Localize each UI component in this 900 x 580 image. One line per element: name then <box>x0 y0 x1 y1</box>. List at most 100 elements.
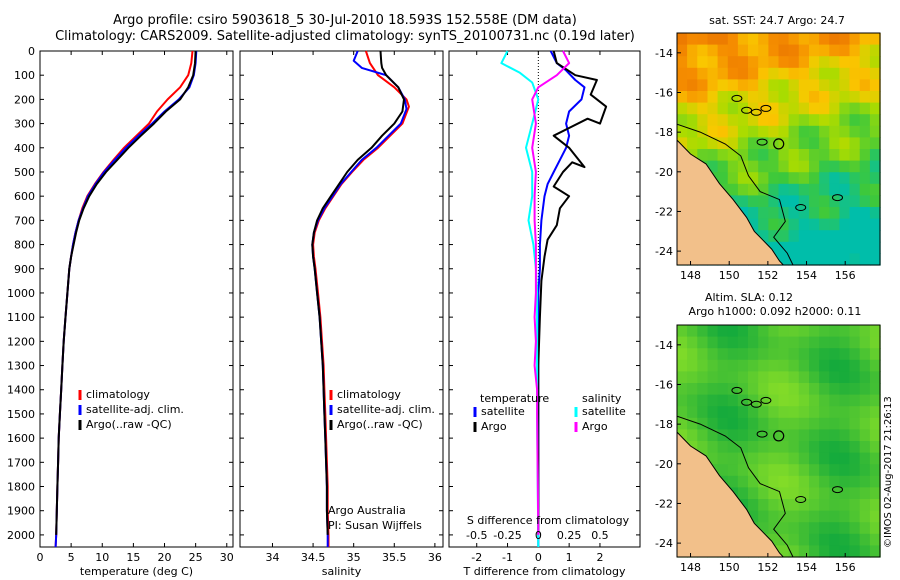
map-sla-cell <box>819 348 830 361</box>
map-sst-cell <box>859 67 871 80</box>
map-sst-cell <box>849 137 861 150</box>
map-sla-cell <box>788 406 800 419</box>
map-sst-cell <box>697 79 709 92</box>
map-sst-cell <box>758 160 769 173</box>
map-sst-cell <box>788 91 800 104</box>
map-sst-cell <box>727 125 739 138</box>
map-sst-cell <box>798 33 810 46</box>
map-sla-cell <box>758 417 769 430</box>
map-sla-cell <box>859 325 871 338</box>
map-sst-cell <box>768 114 780 127</box>
map-sla-cell <box>809 499 820 512</box>
map-sla-cell <box>717 325 729 338</box>
map-sla-cell <box>788 359 800 372</box>
map-sst-cell <box>697 33 709 46</box>
map-sla-cell <box>768 406 780 419</box>
map-sla-cell <box>798 487 810 500</box>
map-sst-cell <box>788 241 800 254</box>
map-sst-cell <box>707 79 719 92</box>
map-sst-cell <box>859 102 871 115</box>
map-sla-cell <box>788 394 800 407</box>
map-sla-cell <box>768 325 780 338</box>
map-sla-cell <box>809 417 820 430</box>
map-sst-ytick-label: -24 <box>655 245 673 258</box>
map-sst-cell <box>829 67 841 80</box>
difference-series-t-argo <box>537 50 608 535</box>
map-sla-cell <box>748 359 759 372</box>
map-sst-cell <box>839 91 851 104</box>
map-sla-reef-outline <box>750 400 762 408</box>
map-sla-cell <box>758 522 769 535</box>
map-sst-cell <box>737 195 749 208</box>
map-sla-cell <box>809 325 820 338</box>
difference-xtick-label: 0 <box>535 551 542 564</box>
map-sst-cell <box>869 207 881 220</box>
map-sst-cell <box>778 67 790 80</box>
map-sst-reef-outline <box>795 204 807 211</box>
map-sla-cell <box>778 417 790 430</box>
map-sla-cell <box>697 371 709 384</box>
map-sst-cell <box>869 160 881 173</box>
diff-s-tick-label: -0.5 <box>466 529 487 542</box>
map-sla-reef-outline <box>741 398 753 406</box>
map-sla-cell <box>819 475 830 488</box>
map-sst-cell <box>788 207 800 220</box>
map-sla-cell <box>707 383 719 396</box>
map-sla-cell <box>758 394 769 407</box>
map-sst-cell <box>819 230 830 243</box>
map-sst-cell <box>849 125 861 138</box>
map-sla-cell <box>758 383 769 396</box>
map-sla-cell <box>727 441 739 454</box>
map-sst-cell <box>778 207 790 220</box>
map-sla-xtick-label: 154 <box>796 561 817 574</box>
map-sst-cell <box>737 125 749 138</box>
map-sla-cell <box>758 441 769 454</box>
map-sla-cell <box>819 441 830 454</box>
map-sla-cell <box>687 371 698 384</box>
depth-tick-label: 2000 <box>7 529 35 542</box>
map-sst-cell <box>768 241 780 254</box>
map-sla-cell <box>768 394 780 407</box>
map-sla-cell <box>829 475 841 488</box>
map-sla-cell <box>697 429 709 442</box>
map-sla-cell <box>707 406 719 419</box>
depth-tick-label: 500 <box>14 166 35 179</box>
map-sla-cell <box>758 325 769 338</box>
map-sla-cell <box>849 383 861 396</box>
depth-tick-label: 100 <box>14 69 35 82</box>
map-sla-cell <box>707 371 719 384</box>
map-sla-cell <box>819 325 830 338</box>
salinity-plot-frame <box>239 50 444 548</box>
map-sla-cell <box>727 452 739 465</box>
map-sla-cell <box>788 371 800 384</box>
map-sst-cell <box>788 183 800 196</box>
map-sst-cell <box>839 230 851 243</box>
diff-s-tick-label: 0.5 <box>591 529 609 542</box>
map-sla-cell <box>758 406 769 419</box>
map-sla-cell <box>727 394 739 407</box>
map-sla-cell <box>788 336 800 349</box>
map-sst-cell <box>869 230 881 243</box>
map-sla-cell <box>758 510 769 523</box>
map-sla-cell <box>788 545 800 558</box>
map-sla-xtick-label: 156 <box>835 561 856 574</box>
map-sst-cell <box>687 56 698 69</box>
map-sst-cell <box>849 33 861 46</box>
chart-title-line2: Climatology: CARS2009. Satellite-adjuste… <box>55 29 635 44</box>
map-sla-title-line2: Argo h1000: 0.092 h2000: 0.11 <box>689 305 862 318</box>
depth-tick-label: 400 <box>14 142 35 155</box>
map-sla-cell <box>839 441 851 454</box>
salinity-series-climatology <box>312 50 410 547</box>
map-sla-cell <box>839 383 851 396</box>
map-sla-cell <box>869 359 881 372</box>
map-sst-cell <box>869 91 881 104</box>
map-sst-cell <box>798 102 810 115</box>
map-sla-title-line1: Altim. SLA: 0.12 <box>705 291 793 304</box>
depth-tick-label: 1200 <box>7 335 35 348</box>
map-sst-cell <box>687 91 698 104</box>
map-sla-cell <box>788 510 800 523</box>
map-sla-cell <box>778 394 790 407</box>
map-sla-cell <box>798 429 810 442</box>
map-sst-cell <box>727 67 739 80</box>
map-sla-cell <box>839 336 851 349</box>
